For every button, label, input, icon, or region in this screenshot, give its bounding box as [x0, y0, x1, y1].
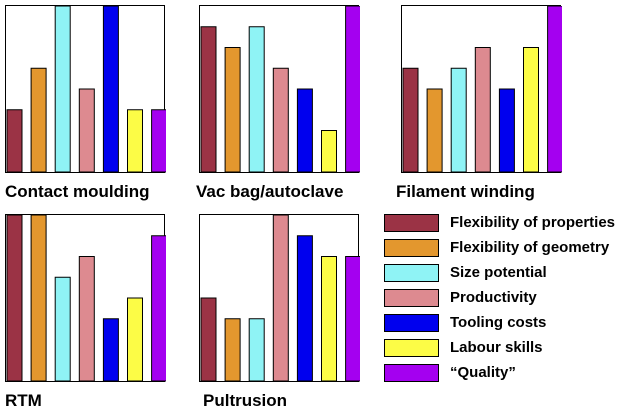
- bar-tooling-costs: [102, 6, 119, 173]
- bars-svg: [402, 6, 562, 173]
- bar-size-potential: [54, 276, 71, 382]
- legend-label: Labour skills: [450, 339, 543, 356]
- bar-labour-skills: [127, 109, 143, 173]
- legend-swatch: [384, 339, 439, 357]
- chart-title-contact-moulding: Contact moulding: [5, 182, 150, 201]
- bar-labour-skills: [523, 47, 539, 173]
- bar-quality: [345, 256, 360, 382]
- bar-size-potential: [450, 67, 467, 173]
- bar-flexibility-of-geometry: [30, 67, 47, 173]
- legend-label: “Quality”: [450, 364, 516, 381]
- bar-flexibility-of-geometry: [30, 215, 47, 382]
- bar-flexibility-of-geometry: [224, 318, 241, 382]
- bar-quality: [345, 6, 360, 173]
- legend-item: Labour skills: [384, 339, 641, 359]
- legend-swatch: [384, 214, 439, 232]
- chart-panel-vac-bag: [199, 5, 360, 173]
- legend-item: Productivity: [384, 289, 641, 309]
- chart-panel-rtm: [5, 214, 166, 382]
- bar-productivity: [78, 256, 95, 382]
- legend-swatch: [384, 264, 439, 282]
- bar-tooling-costs: [102, 318, 119, 382]
- legend-label: Flexibility of geometry: [450, 239, 610, 256]
- bar-labour-skills: [127, 297, 143, 382]
- chart-title-pultrusion: Pultrusion: [203, 391, 288, 410]
- legend-item: Tooling costs: [384, 314, 641, 334]
- chart-title-vac-bag: Vac bag/autoclave: [196, 182, 344, 201]
- bar-flexibility-of-properties: [200, 26, 217, 173]
- legend-swatch: [384, 289, 439, 307]
- bar-productivity: [272, 67, 289, 173]
- legend-label: Size potential: [450, 264, 547, 281]
- legend-item: Flexibility of properties: [384, 214, 641, 234]
- chart-panel-pultrusion: [199, 214, 360, 382]
- legend-label: Productivity: [450, 289, 537, 306]
- legend-item: Flexibility of geometry: [384, 239, 641, 259]
- bar-flexibility-of-geometry: [224, 47, 241, 173]
- bars-svg: [200, 215, 360, 382]
- bar-flexibility-of-properties: [200, 297, 217, 382]
- bar-flexibility-of-properties: [6, 215, 23, 382]
- bar-productivity: [78, 88, 95, 173]
- bar-tooling-costs: [296, 88, 313, 173]
- bar-productivity: [272, 215, 289, 382]
- legend-swatch: [384, 364, 439, 382]
- chart-panel-filament-winding: [401, 5, 562, 173]
- bar-quality: [547, 6, 562, 173]
- bar-labour-skills: [321, 130, 337, 173]
- bar-size-potential: [248, 318, 265, 382]
- bars-svg: [6, 6, 166, 173]
- bars-svg: [6, 215, 166, 382]
- bar-labour-skills: [321, 256, 337, 382]
- bar-size-potential: [248, 26, 265, 173]
- legend-label: Tooling costs: [450, 314, 547, 331]
- bar-quality: [151, 109, 166, 173]
- bar-flexibility-of-geometry: [426, 88, 443, 173]
- bar-flexibility-of-properties: [6, 109, 23, 173]
- bars-svg: [200, 6, 360, 173]
- legend-swatch: [384, 239, 439, 257]
- chart-title-rtm: RTM: [5, 391, 42, 410]
- bar-tooling-costs: [296, 235, 313, 382]
- bar-flexibility-of-properties: [402, 67, 419, 173]
- bar-productivity: [474, 47, 491, 173]
- legend-item: Size potential: [384, 264, 641, 284]
- bar-tooling-costs: [498, 88, 515, 173]
- chart-panel-contact-moulding: [5, 5, 166, 173]
- bar-size-potential: [54, 6, 71, 173]
- legend-item: “Quality”: [384, 364, 641, 384]
- legend-label: Flexibility of properties: [450, 214, 616, 231]
- legend-swatch: [384, 314, 439, 332]
- chart-title-filament-winding: Filament winding: [396, 182, 535, 201]
- bar-quality: [151, 235, 166, 382]
